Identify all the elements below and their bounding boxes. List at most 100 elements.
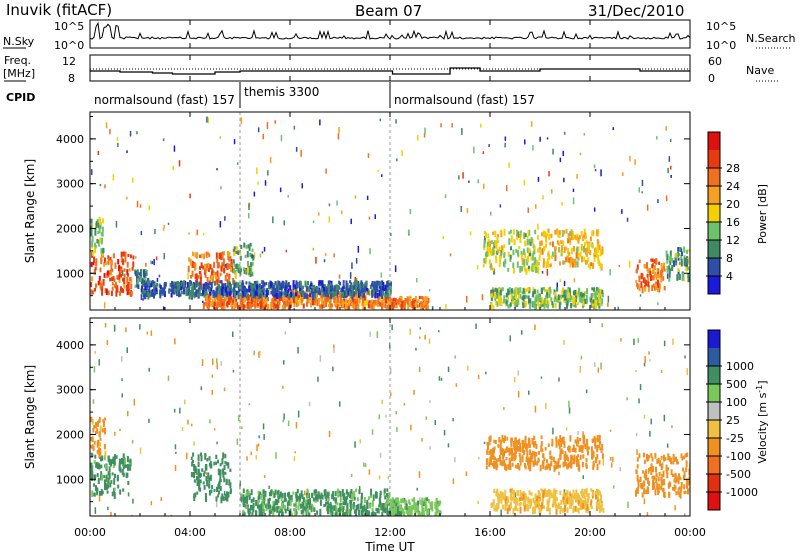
scatter-cell	[91, 240, 94, 247]
scatter-cell	[324, 294, 327, 301]
speckle-mark	[142, 298, 144, 301]
speckle-mark	[431, 306, 434, 310]
scatter-cell	[544, 465, 547, 471]
scatter-cell	[506, 297, 509, 301]
scatter-cell	[685, 262, 688, 267]
scatter-cell	[688, 479, 690, 485]
scatter-cell	[390, 506, 393, 511]
scatter-cell	[572, 290, 575, 295]
scatter-cell	[663, 262, 666, 267]
scatter-cell	[113, 461, 116, 466]
scatter-cell	[535, 444, 538, 448]
scatter-cell	[359, 284, 361, 289]
scatter-cell	[343, 499, 346, 506]
scatter-cell	[307, 500, 310, 505]
scatter-cell	[660, 476, 663, 483]
scatter-cell	[539, 240, 542, 247]
scatter-cell	[264, 504, 267, 508]
scatter-cell	[337, 493, 340, 498]
scatter-cell	[571, 455, 574, 461]
scatter-cell	[338, 280, 341, 285]
scatter-cell	[667, 467, 670, 471]
scatter-cell	[353, 496, 356, 501]
speckle-mark	[565, 427, 568, 431]
scatter-cell	[293, 296, 295, 303]
scatter-cell	[140, 268, 143, 276]
scatter-cell	[95, 421, 97, 429]
scatter-cell	[230, 302, 233, 307]
scatter-cell	[585, 259, 587, 265]
time-tick-label: 16:00	[474, 526, 506, 539]
scatter-cell	[231, 305, 234, 310]
scatter-cell	[341, 286, 344, 292]
speckle-mark	[293, 125, 296, 130]
scatter-cell	[653, 475, 656, 481]
scatter-cell	[192, 452, 195, 457]
speckle-mark	[285, 249, 288, 253]
scatter-cell	[348, 298, 351, 302]
scatter-cell	[220, 255, 223, 261]
scatter-cell	[284, 508, 287, 514]
scatter-cell	[202, 289, 204, 295]
scatter-cell	[585, 240, 588, 244]
scatter-cell	[533, 248, 536, 255]
scatter-cell	[544, 298, 546, 305]
scatter-cell	[92, 261, 95, 266]
scatter-cell	[307, 300, 310, 304]
speckle-mark	[253, 252, 256, 259]
scatter-cell	[499, 459, 502, 466]
scatter-cell	[655, 472, 658, 478]
speckle-mark	[499, 204, 502, 208]
scatter-cell	[352, 504, 355, 510]
scatter-cell	[219, 272, 222, 277]
scatter-cell	[360, 280, 363, 284]
scatter-cell	[222, 283, 225, 287]
scatter-cell	[97, 477, 100, 485]
scatter-cell	[325, 300, 327, 308]
time-tick-label: 00:00	[74, 526, 106, 539]
scatter-cell	[585, 235, 587, 239]
scatter-cell	[101, 237, 103, 245]
scatter-cell	[532, 291, 535, 298]
speckle-mark	[136, 200, 139, 208]
scatter-cell	[194, 492, 197, 498]
scatter-cell	[655, 273, 658, 280]
scatter-cell	[193, 291, 196, 299]
scatter-cell	[90, 466, 93, 474]
scatter-cell	[348, 290, 351, 296]
speckle-mark	[424, 127, 426, 135]
scatter-cell	[305, 285, 308, 292]
scatter-cell	[226, 273, 229, 277]
scatter-cell	[490, 295, 493, 301]
scatter-cell	[213, 461, 216, 466]
scatter-cell	[282, 294, 285, 301]
scatter-cell	[243, 296, 246, 303]
scatter-cell	[233, 284, 236, 291]
speckle-mark	[638, 187, 640, 193]
scatter-cell	[353, 291, 356, 297]
scatter-cell	[436, 505, 439, 513]
scatter-cell	[595, 252, 598, 257]
speckle-mark	[626, 217, 629, 222]
colorbar-swatch	[708, 150, 720, 168]
scatter-cell	[594, 248, 596, 255]
scatter-cell	[208, 297, 211, 303]
colorbar-swatch	[708, 186, 720, 204]
scatter-cell	[266, 297, 269, 302]
scatter-cell	[527, 496, 530, 504]
scatter-cell	[500, 254, 502, 259]
scatter-cell	[274, 295, 277, 301]
scatter-cell	[598, 460, 601, 465]
scatter-cell	[199, 293, 202, 297]
scatter-cell	[601, 444, 604, 451]
scatter-cell	[528, 437, 531, 442]
speckle-mark	[409, 328, 411, 335]
scatter-cell	[103, 475, 106, 479]
colorbar-frame	[707, 131, 721, 295]
scatter-cell	[323, 287, 326, 292]
scatter-cell	[238, 295, 241, 300]
scatter-cell	[558, 247, 560, 253]
speckle-mark	[162, 228, 165, 231]
scatter-cell	[485, 465, 488, 470]
scatter-cell	[121, 278, 124, 282]
